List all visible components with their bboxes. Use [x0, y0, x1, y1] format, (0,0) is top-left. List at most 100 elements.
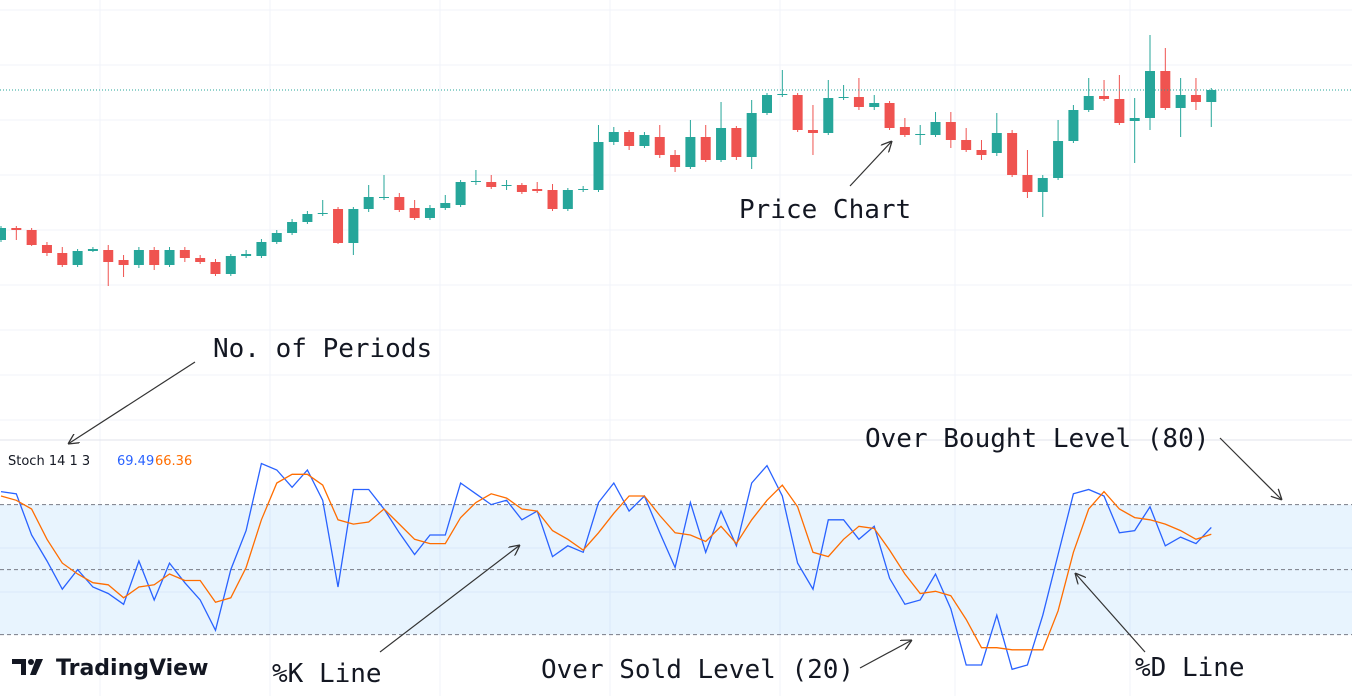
candle-body — [195, 258, 206, 262]
candle-body — [317, 213, 328, 214]
arrow — [849, 141, 892, 187]
d-value: 66.36 — [155, 454, 192, 469]
candle-body — [746, 113, 757, 157]
candle-body — [501, 185, 512, 186]
candle-body — [716, 128, 727, 160]
arrow — [68, 361, 196, 444]
candle-body — [440, 203, 451, 208]
candle-body — [976, 150, 987, 155]
candle-body — [1114, 99, 1125, 123]
candle-body — [0, 228, 6, 240]
candle-body — [394, 197, 405, 210]
annotation: Price Chart — [739, 195, 911, 225]
candle-body — [869, 103, 880, 107]
candle-body — [133, 250, 144, 265]
candle-body — [302, 214, 313, 222]
candle-body — [624, 132, 635, 146]
candle-body — [225, 256, 236, 274]
candle-body — [930, 122, 941, 135]
candle-body — [792, 95, 803, 130]
candle-body — [1083, 96, 1094, 110]
candle-body — [241, 254, 252, 256]
candle-body — [838, 97, 849, 98]
candle-body — [1068, 110, 1079, 141]
annotation: Over Sold Level (20) — [541, 655, 854, 685]
candle-body — [670, 155, 681, 167]
candle-body — [884, 103, 895, 128]
candle-body — [41, 245, 52, 253]
logo: TradingView — [12, 656, 208, 681]
annotation: Over Bought Level (80) — [865, 424, 1209, 454]
candle-body — [424, 208, 435, 218]
candle-body — [654, 137, 665, 155]
candle-body — [149, 250, 160, 265]
candle-body — [271, 233, 282, 242]
candle-body — [899, 127, 910, 135]
candle-body — [470, 181, 481, 182]
candle-body — [57, 253, 68, 265]
candle-body — [87, 249, 98, 251]
arrow — [1075, 573, 1146, 653]
candle-body — [210, 262, 221, 274]
candle-body — [363, 197, 374, 209]
candle-body — [1190, 95, 1201, 102]
candle-body — [118, 260, 129, 265]
annotation: %K Line — [272, 659, 382, 689]
candle-body — [807, 130, 818, 133]
candle-body — [578, 189, 589, 190]
candle-body — [455, 182, 466, 205]
candle-body — [639, 135, 650, 146]
k-value: 69.49 — [117, 454, 154, 469]
candle-body — [379, 197, 389, 198]
candle-body — [532, 189, 543, 191]
candle-body — [562, 190, 573, 209]
candle-body — [991, 133, 1002, 153]
candle-body — [961, 140, 972, 150]
candle-body — [853, 97, 864, 107]
annotation: %D Line — [1135, 653, 1245, 683]
marks — [0, 35, 1352, 671]
candle-body — [700, 137, 711, 160]
candle-body — [348, 209, 359, 243]
candle-body — [1129, 118, 1140, 121]
candle-body — [103, 250, 114, 262]
candle-body — [72, 251, 83, 265]
logo-text: TradingView — [56, 656, 208, 681]
candle-body — [1007, 133, 1018, 175]
candle-body — [1175, 95, 1186, 108]
candle-body — [1099, 96, 1110, 99]
candle-body — [287, 222, 298, 233]
annotation: No. of Periods — [213, 334, 432, 364]
stoch-band — [0, 504, 1352, 636]
stoch-line — [0, 462, 1212, 671]
indicator-label: Stoch 14 1 3 — [8, 454, 90, 469]
candle-body — [486, 182, 497, 187]
candle-body — [945, 122, 956, 140]
candle-body — [1037, 178, 1048, 192]
arrow — [1219, 437, 1282, 500]
candle-body — [256, 242, 267, 256]
candle-body — [777, 94, 788, 95]
candle-body — [1160, 71, 1171, 108]
candle-body — [593, 142, 604, 190]
candle-body — [731, 128, 742, 157]
candle-body — [1145, 71, 1155, 118]
candle-body — [547, 190, 558, 209]
candle-body — [915, 134, 926, 135]
candle-body — [333, 209, 344, 243]
candle-body — [762, 95, 772, 113]
arrow — [379, 545, 520, 653]
candle-body — [409, 208, 420, 218]
arrow — [859, 640, 912, 669]
candle-body — [26, 230, 37, 245]
candle-body — [11, 228, 22, 230]
candle-body — [164, 250, 175, 265]
candle-body — [608, 132, 619, 142]
stoch-line — [0, 473, 1212, 651]
candle-body — [685, 137, 696, 167]
candle-body — [516, 185, 527, 192]
candle-body — [179, 250, 190, 258]
candle-body — [1206, 90, 1217, 102]
